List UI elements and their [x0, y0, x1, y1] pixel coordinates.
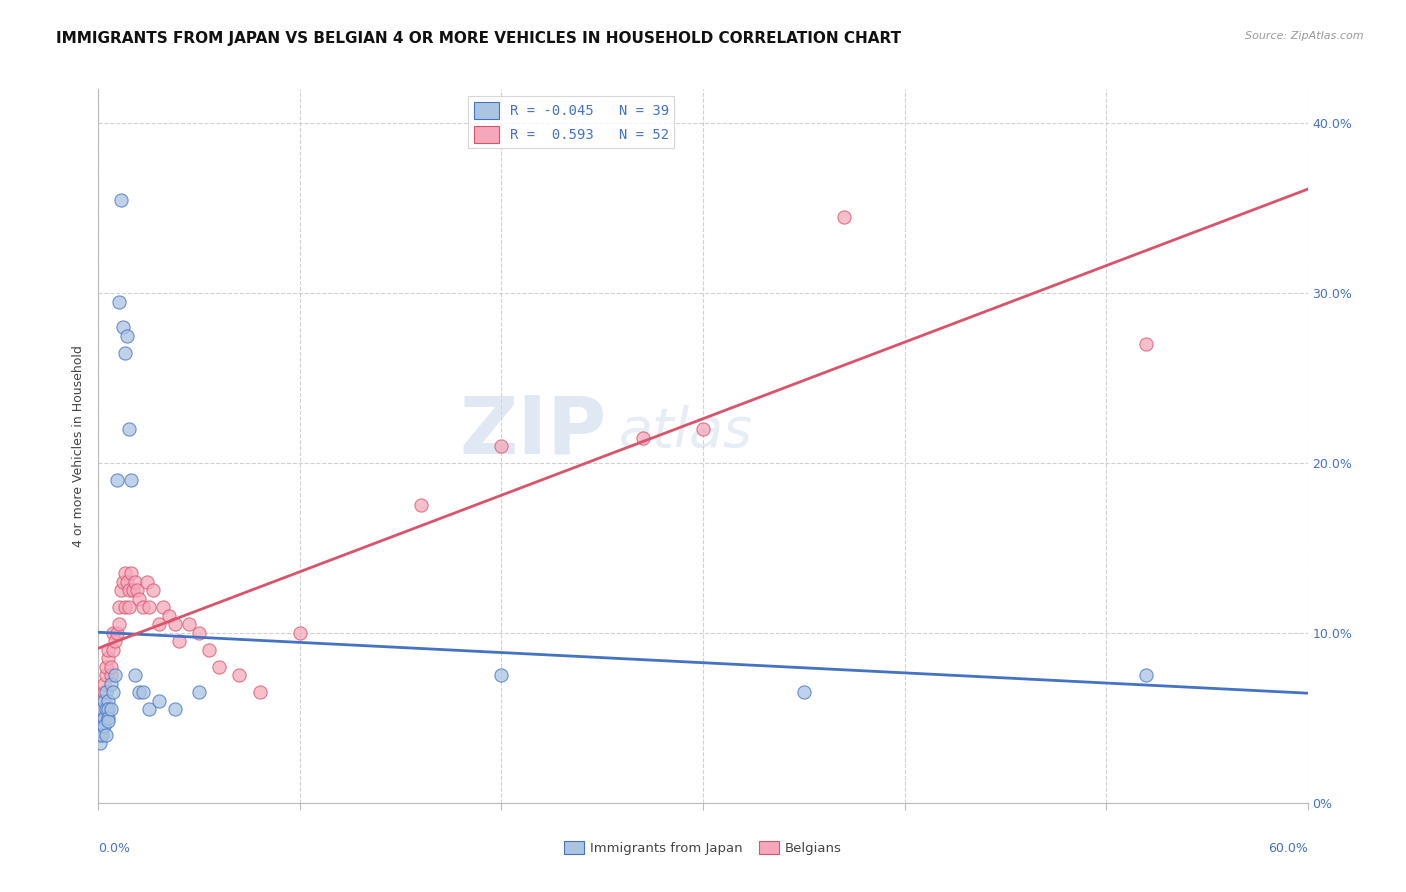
Point — [120, 566, 142, 581]
Point — [91, 719, 114, 733]
Point — [228, 668, 250, 682]
Point — [188, 626, 211, 640]
Point — [93, 685, 115, 699]
Point — [135, 574, 157, 589]
Point — [103, 634, 125, 648]
Point — [118, 422, 141, 436]
Point — [157, 608, 180, 623]
Point — [89, 728, 111, 742]
Point — [89, 736, 111, 750]
Point — [97, 651, 120, 665]
Point — [1135, 337, 1157, 351]
Point — [208, 660, 231, 674]
Y-axis label: 4 or more Vehicles in Household: 4 or more Vehicles in Household — [72, 345, 86, 547]
Point — [105, 473, 128, 487]
Point — [97, 694, 120, 708]
Point — [96, 685, 118, 699]
Point — [91, 702, 114, 716]
Point — [125, 583, 148, 598]
Point — [128, 685, 150, 699]
Point — [111, 320, 134, 334]
Legend: Immigrants from Japan, Belgians: Immigrants from Japan, Belgians — [558, 836, 848, 861]
Point — [179, 617, 201, 632]
Point — [101, 643, 124, 657]
Text: ZIP: ZIP — [458, 392, 606, 471]
Point — [91, 711, 114, 725]
Point — [793, 685, 815, 699]
Point — [96, 668, 118, 682]
Point — [89, 711, 111, 725]
Point — [491, 439, 513, 453]
Point — [110, 193, 132, 207]
Point — [100, 677, 122, 691]
Point — [100, 668, 122, 682]
Point — [96, 702, 118, 716]
Point — [91, 702, 114, 716]
Point — [163, 702, 186, 716]
Point — [121, 583, 143, 598]
Point — [124, 574, 146, 589]
Text: 60.0%: 60.0% — [1268, 842, 1308, 855]
Point — [120, 473, 142, 487]
Point — [111, 574, 134, 589]
Point — [163, 617, 186, 632]
Point — [91, 728, 114, 742]
Point — [115, 574, 138, 589]
Point — [89, 728, 111, 742]
Point — [167, 634, 190, 648]
Point — [103, 668, 125, 682]
Point — [114, 345, 136, 359]
Text: IMMIGRANTS FROM JAPAN VS BELGIAN 4 OR MORE VEHICLES IN HOUSEHOLD CORRELATION CHA: IMMIGRANTS FROM JAPAN VS BELGIAN 4 OR MO… — [56, 31, 901, 46]
Point — [132, 685, 155, 699]
Point — [118, 583, 141, 598]
Point — [832, 210, 855, 224]
Point — [692, 422, 714, 436]
Point — [97, 714, 120, 729]
Point — [114, 566, 136, 581]
Point — [97, 711, 120, 725]
Point — [148, 617, 170, 632]
Point — [97, 643, 120, 657]
Point — [288, 626, 311, 640]
Point — [107, 294, 129, 309]
Point — [101, 685, 124, 699]
Point — [114, 600, 136, 615]
Text: Source: ZipAtlas.com: Source: ZipAtlas.com — [1246, 31, 1364, 41]
Point — [198, 643, 221, 657]
Point — [124, 668, 146, 682]
Point — [110, 583, 132, 598]
Point — [93, 694, 115, 708]
Point — [105, 626, 128, 640]
Point — [91, 694, 114, 708]
Point — [96, 728, 118, 742]
Point — [97, 702, 120, 716]
Point — [188, 685, 211, 699]
Point — [138, 600, 160, 615]
Point — [115, 328, 138, 343]
Point — [409, 499, 432, 513]
Point — [100, 660, 122, 674]
Point — [93, 711, 115, 725]
Point — [148, 694, 170, 708]
Point — [89, 719, 111, 733]
Point — [152, 600, 174, 615]
Text: atlas: atlas — [619, 405, 752, 458]
Point — [107, 617, 129, 632]
Point — [100, 702, 122, 716]
Point — [128, 591, 150, 606]
Point — [101, 626, 124, 640]
Point — [631, 430, 654, 444]
Point — [132, 600, 155, 615]
Point — [142, 583, 165, 598]
Point — [107, 600, 129, 615]
Point — [491, 668, 513, 682]
Point — [96, 660, 118, 674]
Point — [118, 600, 141, 615]
Point — [1135, 668, 1157, 682]
Text: 0.0%: 0.0% — [98, 842, 131, 855]
Point — [93, 677, 115, 691]
Point — [249, 685, 271, 699]
Point — [93, 719, 115, 733]
Point — [138, 702, 160, 716]
